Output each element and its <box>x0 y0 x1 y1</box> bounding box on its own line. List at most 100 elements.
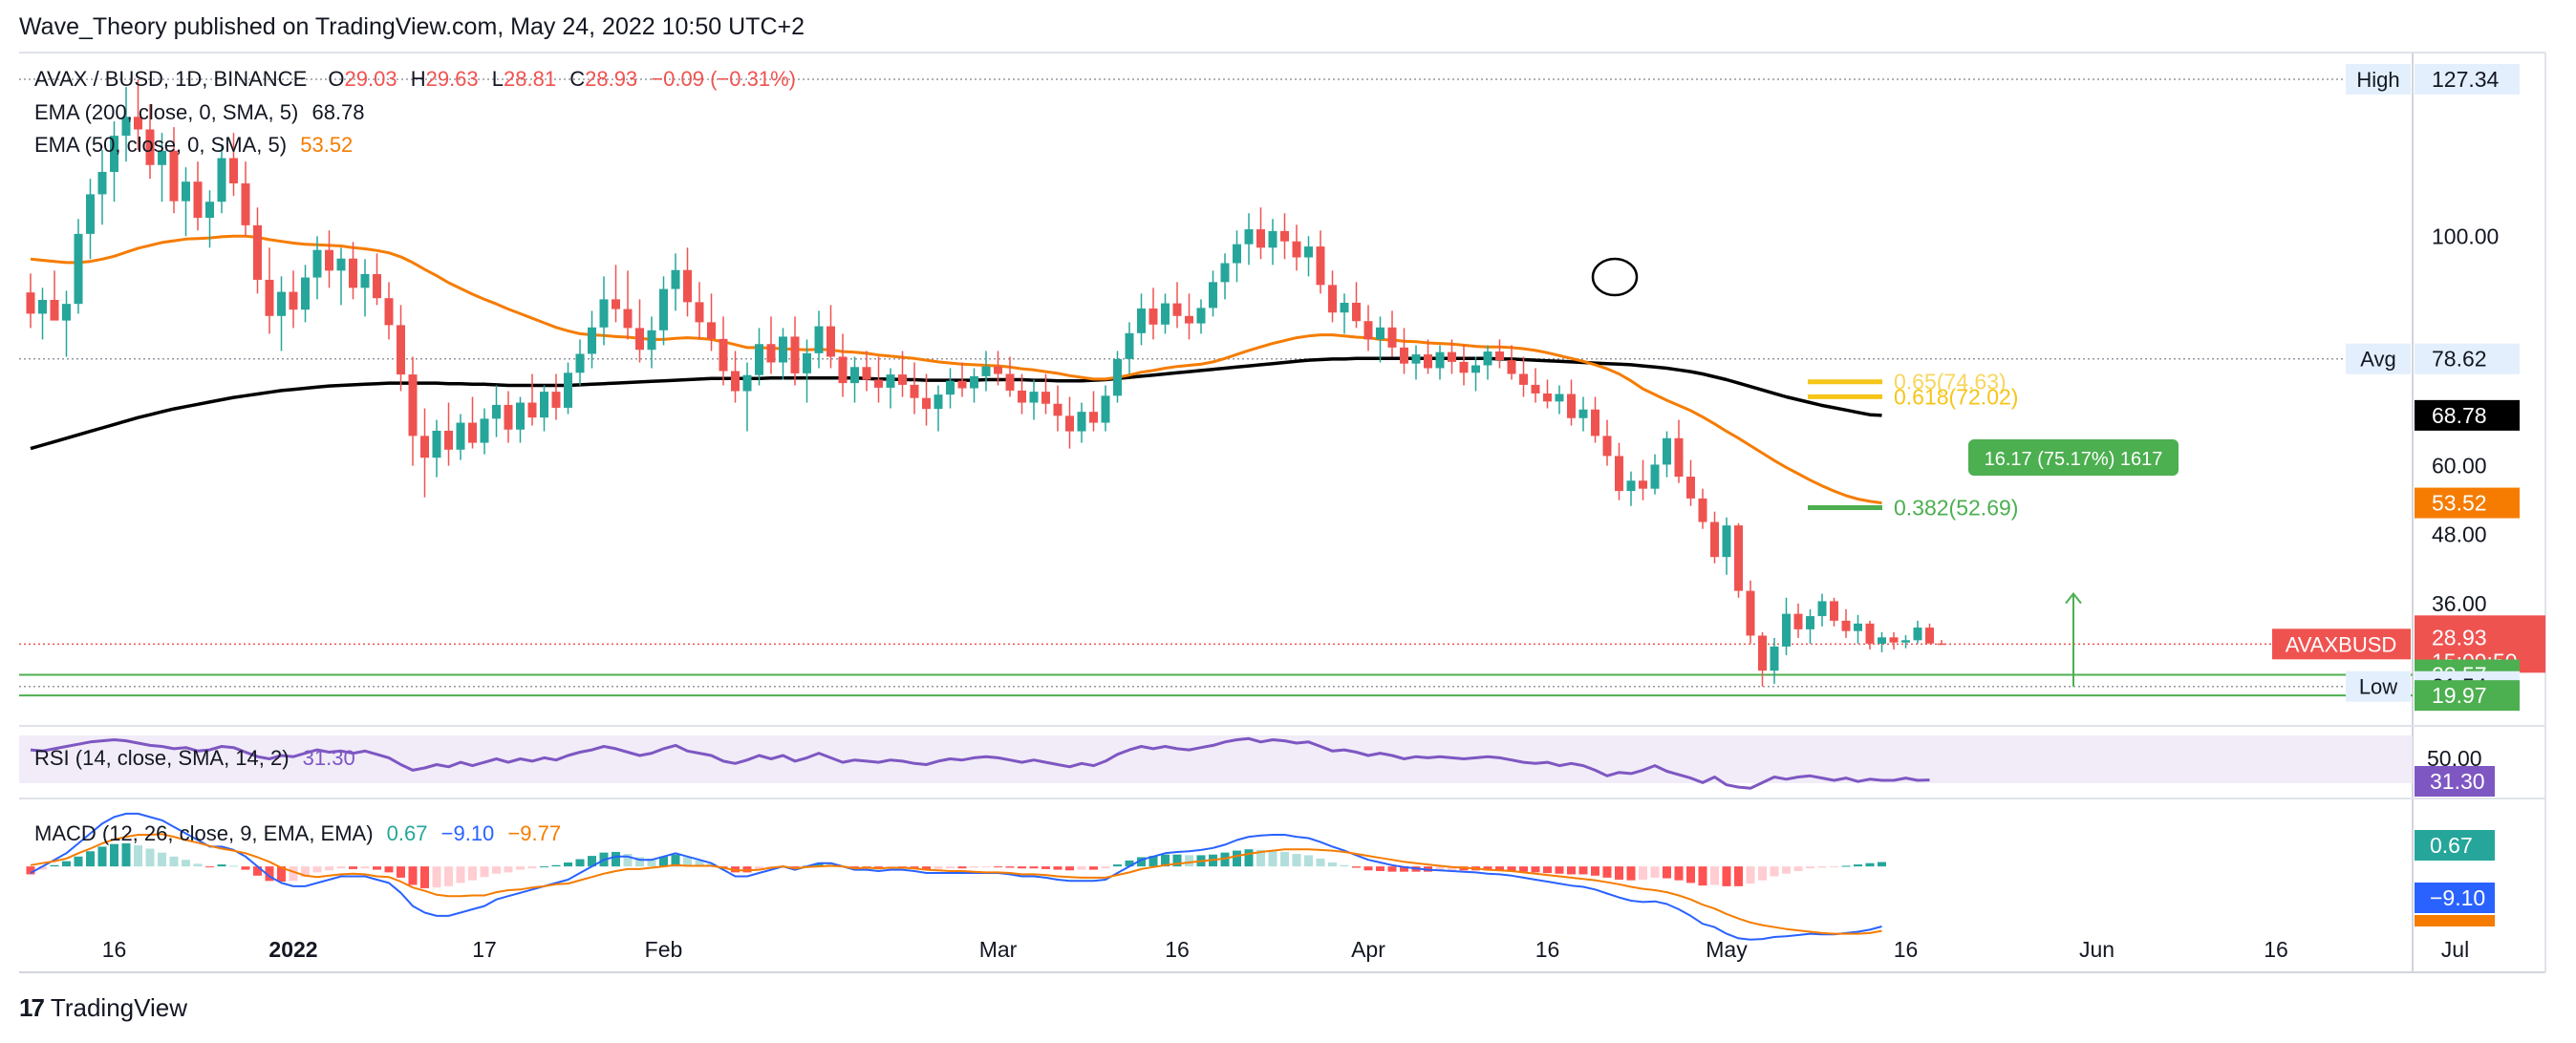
macd-histogram-bar <box>312 866 322 873</box>
candle <box>1256 207 1265 260</box>
legend-macd-row[interactable]: MACD (12, 26, close, 9, EMA, EMA) 0.67 −… <box>34 821 569 846</box>
macd-histogram-bar <box>1400 866 1408 872</box>
candle-body <box>1639 480 1647 489</box>
candle <box>205 190 214 248</box>
macd-histogram-bar <box>1793 866 1803 871</box>
candle <box>695 282 704 340</box>
candle <box>742 362 752 432</box>
macd-histogram-bar <box>1555 866 1564 874</box>
macd-histogram-bar <box>671 854 680 867</box>
candle <box>1316 230 1325 294</box>
candle <box>1854 614 1862 644</box>
macd-histogram-bar <box>551 864 561 867</box>
publisher-caption: Wave_Theory published on TradingView.com… <box>19 13 805 40</box>
candle <box>444 402 453 466</box>
candle <box>373 253 381 306</box>
candle <box>217 144 226 214</box>
candle <box>719 316 728 386</box>
candle-body <box>910 384 919 398</box>
candle-body <box>1387 327 1397 348</box>
legend-ema200-row[interactable]: EMA (200, close, 0, SMA, 5) 68.78 <box>34 100 373 125</box>
legend-rsi-row[interactable]: RSI (14, close, SMA, 14, 2) 31.30 <box>34 746 363 771</box>
macd-histogram-bar <box>1387 866 1397 872</box>
candle <box>289 270 298 329</box>
candle <box>1340 293 1349 334</box>
candle-body <box>121 117 131 137</box>
candle-body <box>1854 623 1862 631</box>
candle-body <box>373 273 381 299</box>
candle <box>1268 219 1277 266</box>
price-badge-label: Avg <box>2360 348 2396 372</box>
candle-body <box>850 367 859 384</box>
legend-open-label: O <box>328 67 345 91</box>
candle-body <box>862 367 871 380</box>
candle <box>1471 356 1480 392</box>
price-badge-value: 127.34 <box>2432 67 2500 92</box>
candle-body <box>1591 409 1599 436</box>
candle <box>1782 597 1791 655</box>
legend-change: −0.09 (−0.31%) <box>651 67 796 91</box>
candle <box>193 161 203 231</box>
macd-histogram-bar <box>373 866 381 870</box>
macd-histogram-bar <box>420 866 429 888</box>
candle-body <box>1400 347 1408 364</box>
candle <box>1591 396 1599 443</box>
candle-body <box>779 336 787 363</box>
candle <box>301 265 310 323</box>
price-badge-value-box <box>2415 64 2520 96</box>
macd-histogram-bar <box>575 859 585 867</box>
macd-histogram-bar <box>1304 855 1313 867</box>
crossover-circle <box>1591 257 1639 297</box>
macd-histogram-bar <box>1077 866 1086 870</box>
macd-histogram-bar <box>1376 866 1385 871</box>
price-badge-label-box <box>2346 343 2411 374</box>
macd-histogram-bar <box>1639 866 1647 880</box>
candle-body <box>934 394 943 410</box>
macd-histogram-bar <box>1435 866 1445 871</box>
candle <box>1018 373 1026 415</box>
candle-body <box>874 379 883 388</box>
macd-histogram-bar <box>755 866 763 870</box>
macd-histogram-bar <box>683 857 692 867</box>
macd-histogram-bar <box>635 857 644 867</box>
candle <box>74 219 83 314</box>
legend-ema50-row[interactable]: EMA (50, close, 0, SMA, 5) 53.52 <box>34 133 360 158</box>
macd-histogram-bar <box>1722 866 1731 886</box>
macd-histogram-bar <box>397 866 405 878</box>
candle <box>1220 253 1230 300</box>
macd-histogram-bar <box>1316 858 1325 867</box>
candle <box>1137 293 1146 346</box>
macd-histogram-bar <box>1018 866 1026 869</box>
candle-body <box>719 338 728 372</box>
candle-body <box>803 352 811 373</box>
macd-histogram-bar <box>1698 866 1707 886</box>
candle <box>86 179 95 260</box>
legend-symbol: AVAX / BUSD, 1D, BINANCE <box>34 67 308 91</box>
time-axis-tick: 16 <box>1894 937 1919 962</box>
macd-histogram-bar <box>1591 866 1599 876</box>
macd-histogram-bar <box>182 860 190 867</box>
macd-histogram-bar <box>134 845 142 867</box>
macd-histogram-bar <box>1483 866 1492 871</box>
candle <box>1663 431 1671 478</box>
candle <box>1567 379 1576 426</box>
macd-histogram-bar <box>1865 862 1875 867</box>
price-badge: 53.52 <box>2415 487 2520 519</box>
footer-brand[interactable]: 17 TradingView <box>19 993 187 1023</box>
macd-histogram-bar <box>1817 866 1827 868</box>
time-axis-tick: Apr <box>1351 937 1385 962</box>
candle-body <box>1316 246 1325 286</box>
candle <box>1292 224 1301 271</box>
candle-body <box>1185 315 1193 324</box>
candle <box>134 79 142 151</box>
candle <box>1424 339 1432 374</box>
macd-histogram-bar <box>1495 866 1504 871</box>
candle-body <box>1698 498 1707 522</box>
macd-histogram-bar <box>97 846 107 867</box>
candle <box>766 316 776 374</box>
macd-histogram-bar <box>623 854 633 867</box>
price-badge-label: Low <box>2359 675 2397 699</box>
candle <box>384 282 394 340</box>
macd-histogram-bar <box>50 864 59 867</box>
